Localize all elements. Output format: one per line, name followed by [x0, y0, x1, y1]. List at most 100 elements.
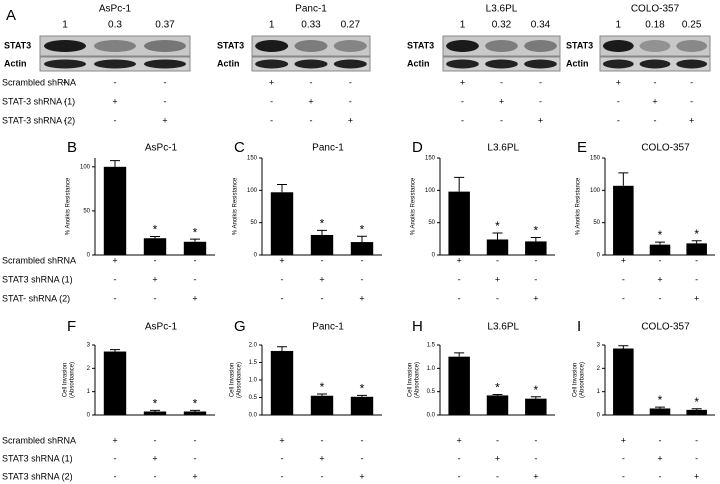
error-bar	[655, 241, 665, 245]
y-tick-label: 150	[247, 156, 258, 162]
sign: -	[496, 293, 499, 303]
y-tick-label: 100	[425, 188, 436, 194]
sign: -	[461, 96, 464, 106]
ratio-label: 0.32	[492, 20, 512, 31]
sign: -	[194, 255, 197, 265]
sign: -	[194, 453, 197, 463]
error-bar	[454, 176, 465, 192]
error-bar	[277, 346, 287, 351]
sign: +	[279, 255, 284, 265]
sign: -	[659, 293, 662, 303]
row-label: Actin	[407, 58, 430, 68]
error-bar	[492, 232, 503, 240]
chart-title: Panc-1	[312, 322, 344, 333]
sign: +	[308, 96, 313, 106]
sign: +	[192, 471, 197, 481]
condition-label: STAT-3 shRNA (1)	[2, 96, 75, 106]
error-bar	[691, 240, 702, 244]
stat3-band	[676, 40, 708, 52]
bar	[310, 395, 334, 415]
sign: +	[457, 435, 462, 445]
error-bar	[492, 393, 503, 396]
ratio-label: 0.33	[301, 20, 321, 31]
sign: -	[534, 435, 537, 445]
y-axis-label: (Absorbance)	[415, 362, 421, 398]
row-label: STAT3	[566, 40, 593, 50]
sign: -	[539, 96, 542, 106]
y-tick-label: 100	[247, 188, 258, 194]
stat3-band	[94, 40, 136, 52]
y-tick-label: 0	[254, 253, 258, 259]
sign: -	[695, 274, 698, 284]
row-label: STAT3	[4, 40, 31, 50]
sign: +	[657, 453, 662, 463]
bar	[143, 238, 167, 255]
y-axis-label: Cell Invasion	[408, 363, 414, 397]
sign: -	[534, 453, 537, 463]
sign: +	[269, 77, 274, 87]
sign: -	[617, 115, 620, 125]
ratio-label: 1	[616, 20, 622, 31]
bar	[525, 241, 547, 255]
row-label: Actin	[4, 58, 27, 68]
sign: -	[361, 255, 364, 265]
sign: +	[616, 77, 621, 87]
error-bar	[277, 184, 287, 193]
significance: *	[495, 381, 500, 395]
sign: +	[694, 471, 699, 481]
ratio-label: 1	[460, 20, 466, 31]
actin-band	[446, 59, 479, 69]
y-tick-label: 150	[425, 156, 436, 162]
sign: -	[458, 293, 461, 303]
error-bar	[530, 396, 541, 399]
error-bar	[454, 352, 465, 357]
sign: +	[112, 435, 117, 445]
sign: -	[194, 274, 197, 284]
sign: +	[112, 255, 117, 265]
chart-title: L3.6PL	[487, 143, 519, 154]
y-tick-label: 1.5	[427, 343, 436, 349]
sign: +	[359, 293, 364, 303]
blot-title: AsPc-1	[99, 4, 132, 15]
ratio-label: 0.3	[108, 20, 122, 31]
error-bar	[110, 160, 120, 167]
sign: -	[281, 453, 284, 463]
stat3-band	[333, 40, 367, 52]
y-tick-label: 0	[597, 253, 601, 259]
sign: -	[321, 471, 324, 481]
blot-bg	[599, 35, 711, 57]
sign: -	[659, 255, 662, 265]
bar	[649, 408, 671, 415]
significance: *	[533, 383, 538, 397]
y-axis-label: (Absorbance)	[237, 362, 243, 398]
actin-band	[294, 59, 328, 69]
bar	[103, 166, 127, 255]
significance: *	[320, 380, 325, 394]
sign: +	[457, 255, 462, 265]
sign: -	[321, 293, 324, 303]
y-tick-label: 3	[87, 343, 91, 349]
row-label: STAT3	[407, 40, 434, 50]
panel-letter: C	[234, 139, 245, 156]
sign: -	[622, 453, 625, 463]
y-tick-label: 0	[597, 413, 601, 419]
sign: -	[534, 255, 537, 265]
sign: -	[154, 255, 157, 265]
actin-band	[639, 59, 671, 69]
ratio-label: 1	[62, 20, 68, 31]
significance: *	[320, 217, 325, 231]
error-bar	[618, 172, 629, 186]
error-bar	[190, 409, 200, 412]
panel-letter: A	[6, 7, 16, 24]
stat3-band	[44, 40, 86, 52]
sign: -	[617, 96, 620, 106]
sign: -	[654, 115, 657, 125]
actin-band	[144, 59, 186, 69]
ratio-label: 0.18	[645, 20, 665, 31]
actin-band	[333, 59, 367, 69]
condition-label: STAT- shRNA (2)	[2, 293, 70, 303]
sign: -	[114, 453, 117, 463]
y-tick-label: 1	[597, 389, 601, 395]
sign: -	[321, 255, 324, 265]
